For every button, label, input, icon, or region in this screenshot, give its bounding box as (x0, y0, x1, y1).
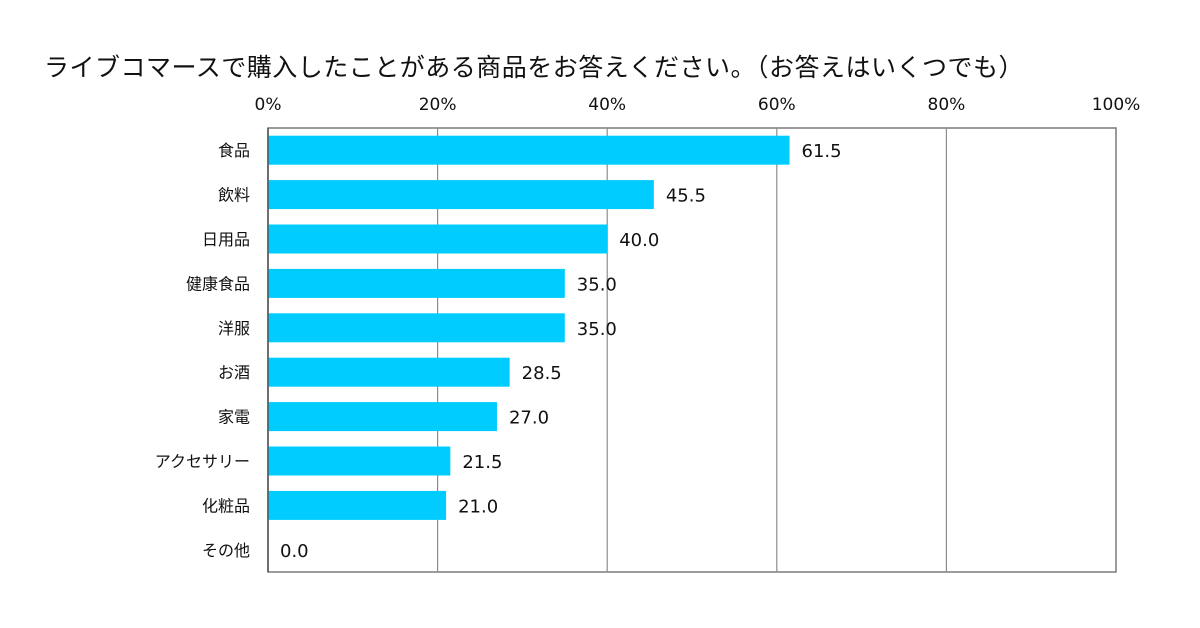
value-label: 27.0 (509, 408, 549, 429)
category-label: 家電 (218, 408, 250, 427)
bar (268, 268, 565, 298)
bar (268, 357, 510, 387)
category-label: 食品 (218, 141, 250, 160)
category-label: アクセサリー (155, 452, 250, 471)
bar (268, 446, 451, 476)
value-label: 28.5 (522, 363, 562, 384)
x-tick-label: 0% (255, 95, 282, 115)
value-label: 45.5 (666, 186, 706, 207)
value-label: 0.0 (280, 541, 309, 562)
chart-title: ライブコマースで購入したことがある商品をお答えください。（お答えはいくつでも） (44, 53, 1025, 82)
bar (268, 180, 654, 210)
category-label: 化粧品 (202, 496, 250, 515)
x-tick-label: 80% (928, 95, 966, 115)
bars (268, 135, 790, 520)
value-label: 35.0 (577, 274, 617, 295)
value-label: 21.0 (458, 496, 498, 517)
value-labels: 61.5 45.5 40.0 35.0 35.0 28.5 27.0 21.5 21.0 0.0 (280, 141, 842, 562)
x-axis-tick-labels: 0% 20% 40% 60% 80% 100% (255, 95, 1141, 115)
category-label: 洋服 (218, 319, 250, 338)
bar (268, 135, 790, 165)
value-label: 40.0 (619, 230, 659, 251)
bar (268, 313, 565, 343)
value-label: 35.0 (577, 319, 617, 340)
x-tick-label: 100% (1092, 95, 1141, 115)
x-tick-label: 40% (588, 95, 626, 115)
bar (268, 402, 497, 432)
category-label: 飲料 (218, 186, 250, 205)
bar (268, 224, 608, 254)
x-tick-label: 60% (758, 95, 796, 115)
category-label: お酒 (218, 363, 250, 382)
x-tick-label: 20% (419, 95, 457, 115)
bar (268, 490, 447, 520)
category-label: 日用品 (202, 230, 250, 249)
value-label: 61.5 (802, 141, 842, 162)
category-label: 健康食品 (186, 274, 250, 293)
value-label: 21.5 (462, 452, 502, 473)
category-label: その他 (202, 541, 250, 560)
